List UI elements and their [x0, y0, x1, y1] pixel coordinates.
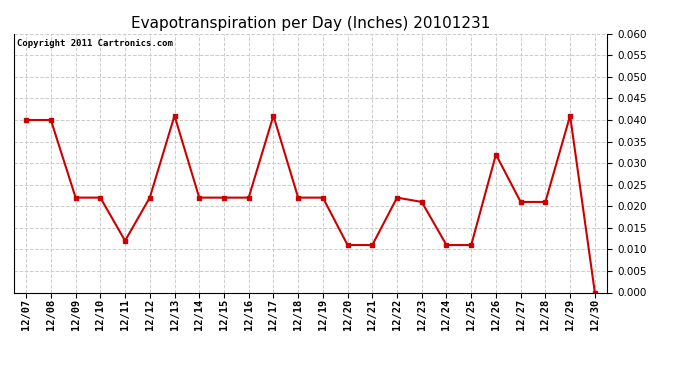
Text: Copyright 2011 Cartronics.com: Copyright 2011 Cartronics.com	[17, 39, 172, 48]
Title: Evapotranspiration per Day (Inches) 20101231: Evapotranspiration per Day (Inches) 2010…	[131, 16, 490, 31]
